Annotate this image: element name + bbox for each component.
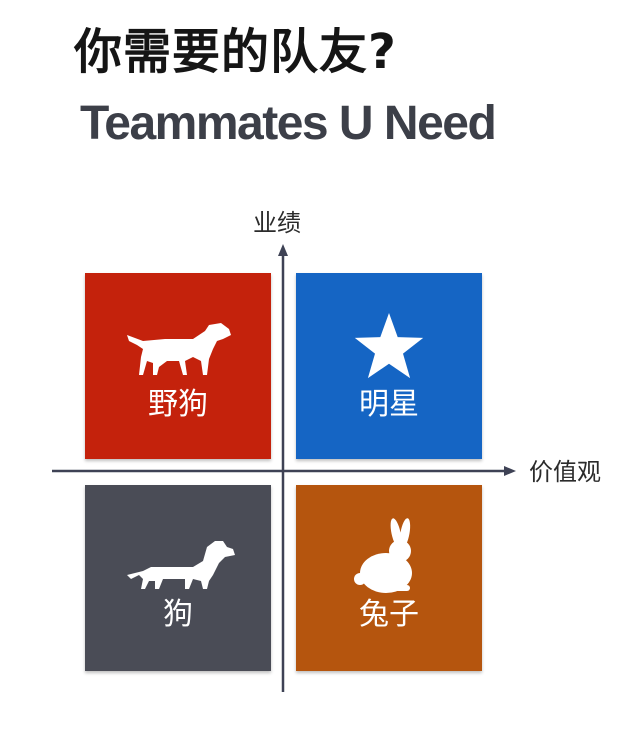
star-icon	[354, 313, 424, 379]
walking-dog-icon	[127, 323, 231, 375]
quadrant-rabbit: 兔子	[296, 485, 482, 671]
y-axis-arrow	[278, 244, 288, 256]
page-subtitle: Teammates U Need	[80, 97, 497, 150]
quadrant-label-wild-dog: 野狗	[148, 387, 208, 422]
page-title: 你需要的队友?	[74, 24, 397, 80]
quadrant-star: 明星	[296, 273, 482, 459]
x-axis-label: 价值观	[529, 458, 601, 486]
x-axis-arrow	[504, 466, 516, 476]
y-axis-label: 业绩	[253, 209, 301, 237]
dachshund-icon	[127, 541, 235, 589]
rabbit-icon	[354, 518, 412, 593]
quadrant-label-star: 明星	[359, 387, 419, 422]
quadrant-wild-dog: 野狗	[85, 273, 271, 459]
quadrant-label-dog: 狗	[163, 597, 193, 632]
quadrant-dog: 狗	[85, 485, 271, 671]
quadrant-label-rabbit: 兔子	[359, 597, 419, 632]
